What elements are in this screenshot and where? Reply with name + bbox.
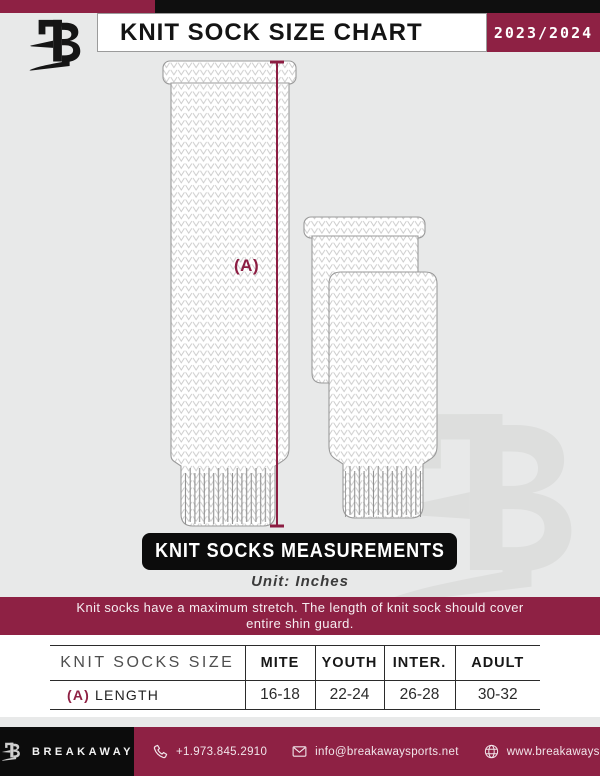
top-accent-strip	[0, 0, 600, 13]
measurement-line-a	[270, 60, 284, 528]
value-youth: 22-24	[314, 680, 384, 710]
row-key-a: (A)	[67, 687, 91, 703]
sock-diagram: (A)	[162, 60, 438, 528]
measurements-banner-label: KNIT SOCKS MEASUREMENTS	[154, 540, 445, 562]
footer-email-text: info@breakawaysports.net	[315, 745, 459, 758]
envelope-icon	[292, 746, 307, 757]
footer-phone[interactable]: +1.973.845.2910	[152, 743, 267, 760]
value-inter: 26-28	[383, 680, 455, 710]
season-badge: 2023/2024	[487, 13, 600, 52]
unit-note: Unit: Inches	[251, 573, 349, 590]
footer-website-text: www.breakawaysports.net	[506, 745, 600, 758]
size-table-length-row: (A) LENGTH 16-18 22-24 26-28 30-32	[50, 680, 540, 710]
measurements-banner: KNIT SOCKS MEASUREMENTS	[142, 533, 457, 570]
footer-website[interactable]: www.breakawaysports.net	[483, 743, 600, 760]
breakaway-monogram-icon	[22, 15, 94, 77]
sock-small	[328, 271, 438, 519]
top-accent-maroon	[0, 0, 155, 13]
row-label-text: LENGTH	[95, 687, 160, 703]
stretch-note-strip: Knit socks have a maximum stretch. The l…	[0, 597, 600, 635]
page-title-bar: KNIT SOCK SIZE CHART	[97, 13, 487, 52]
col-header-youth: YOUTH	[314, 645, 384, 681]
footer-phone-text: +1.973.845.2910	[176, 745, 268, 758]
footer-brand-name: BREAKAWAY	[32, 745, 134, 758]
stretch-note-line2: entire shin guard.	[246, 616, 354, 631]
col-header-inter: INTER.	[383, 645, 455, 681]
col-header-adult: ADULT	[454, 645, 540, 681]
col-header-size: KNIT SOCKS SIZE	[50, 645, 245, 681]
footer-monogram-icon	[0, 741, 24, 763]
size-table-header-row: KNIT SOCKS SIZE MITE YOUTH INTER. ADULT	[50, 645, 540, 681]
footer: BREAKAWAY +1.973.845.2910 info@breakaway…	[0, 727, 600, 776]
stretch-note-line1: Knit socks have a maximum stretch. The l…	[76, 600, 524, 615]
value-mite: 16-18	[244, 680, 315, 710]
season-label: 2023/2024	[493, 23, 594, 42]
globe-icon	[484, 744, 498, 759]
footer-brand-block: BREAKAWAY	[0, 727, 134, 776]
footer-contact-block: +1.973.845.2910 info@breakawaysports.net…	[134, 727, 600, 776]
footer-email[interactable]: info@breakawaysports.net	[291, 743, 459, 760]
value-adult: 30-32	[454, 680, 540, 710]
measure-label-a: (A)	[234, 256, 259, 275]
row-label-length: (A) LENGTH	[50, 680, 245, 710]
sock-large	[162, 60, 297, 527]
page-title: KNIT SOCK SIZE CHART	[120, 18, 423, 46]
phone-icon	[153, 744, 168, 759]
col-header-mite: MITE	[244, 645, 315, 681]
size-table: KNIT SOCKS SIZE MITE YOUTH INTER. ADULT …	[50, 645, 540, 710]
